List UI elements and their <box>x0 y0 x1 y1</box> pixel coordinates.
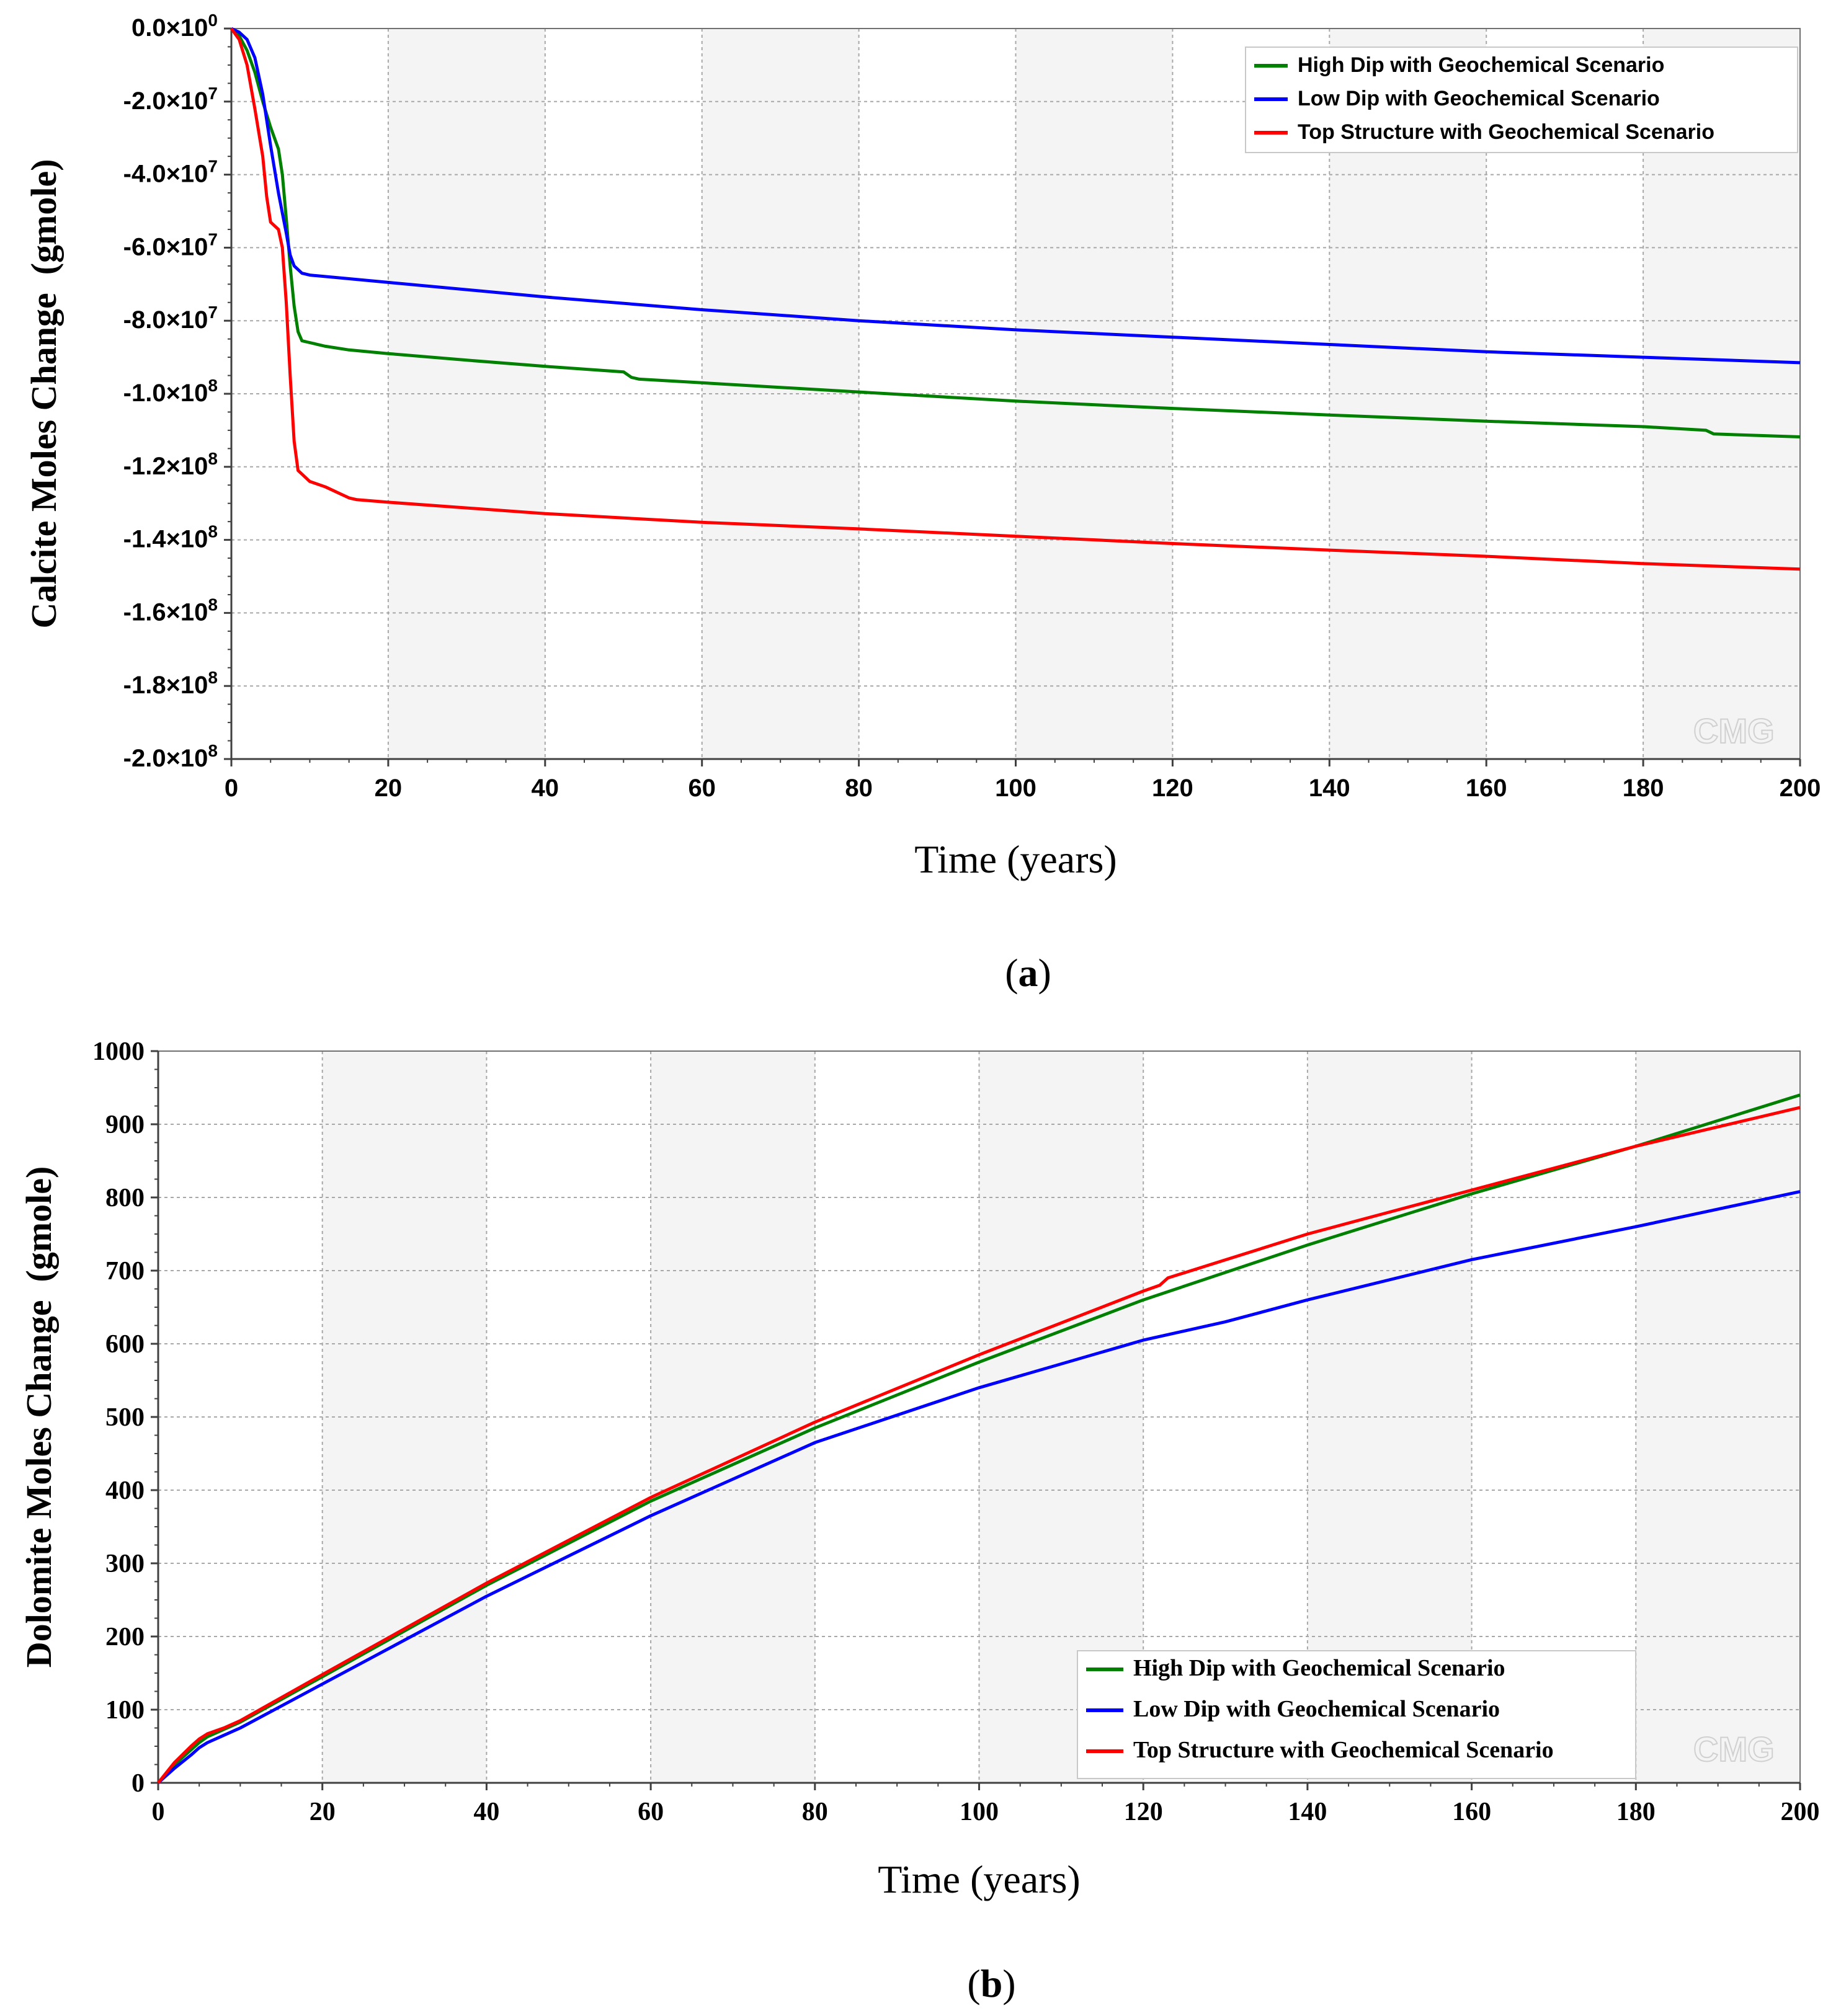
x-tick-label: 40 <box>532 775 559 802</box>
y-tick-mantissa: -2.0×10 <box>123 745 208 772</box>
x-tick-label: 0 <box>152 1798 165 1826</box>
y-tick-mantissa: -4.0×10 <box>123 161 208 188</box>
y-tick-label: -4.0×107 <box>123 157 218 188</box>
legend-label: Top Structure with Geochemical Scenario <box>1133 1737 1554 1763</box>
panel-paren-open: ( <box>967 1961 980 2005</box>
panel-a: 0 20 40 60 80 100 120 140 160 180 2000.0×100-2.0×1… <box>24 11 1821 995</box>
x-tick-label: 60 <box>638 1798 664 1826</box>
x-tick-label: 120 <box>1152 775 1193 802</box>
y-tick-label: -8.0×107 <box>123 303 218 334</box>
x-tick-label: 20 <box>375 775 403 802</box>
x-tick-label: 180 <box>1623 775 1664 802</box>
x-tick-label: 60 <box>688 775 716 802</box>
y-tick-label: 400 <box>105 1476 145 1505</box>
y-tick-mantissa: -1.2×10 <box>123 453 208 480</box>
y-tick-label: -2.0×107 <box>123 84 218 115</box>
x-tick-label: 100 <box>995 775 1036 802</box>
y-tick-label: -1.8×108 <box>123 668 218 699</box>
panel-b: 0 20 40 60 80 100 120 140 160 180 200 0 100 200 300 400… <box>19 1037 1820 2005</box>
y-tick-exponent: 7 <box>208 229 218 249</box>
x-axis-title: Time (years) <box>914 837 1117 881</box>
y-tick-label: 600 <box>105 1330 145 1359</box>
panel-paren-close: ) <box>1002 1961 1015 2005</box>
x-tick-label: 100 <box>960 1798 999 1826</box>
y-tick-mantissa: -1.8×10 <box>123 672 208 699</box>
x-tick-label: 140 <box>1309 775 1350 802</box>
x-axis-title: Time (years) <box>878 1857 1080 1901</box>
y-tick-label: 800 <box>105 1184 145 1212</box>
legend-label: High Dip with Geochemical Scenario <box>1133 1655 1505 1681</box>
series-line-2 <box>157 1106 1801 1784</box>
y-tick-label: 900 <box>105 1111 145 1139</box>
y-tick-exponent: 8 <box>208 741 218 760</box>
series-line-0 <box>157 1093 1801 1784</box>
x-tick-label: 40 <box>473 1798 499 1826</box>
y-axis-title: Dolomite Moles Change (gmole) <box>19 1166 59 1668</box>
y-tick-exponent: 8 <box>208 668 218 687</box>
x-tick-label: 80 <box>845 775 873 802</box>
x-tick-label: 140 <box>1288 1798 1327 1826</box>
legend-label: Low Dip with Geochemical Scenario <box>1133 1696 1500 1722</box>
y-tick-exponent: 8 <box>208 522 218 541</box>
y-tick-exponent: 7 <box>208 303 218 322</box>
y-tick-label: 700 <box>105 1257 145 1286</box>
y-axis-title: Calcite Moles Change (gmole) <box>24 159 64 628</box>
x-tick-label: 160 <box>1466 775 1507 802</box>
y-tick-mantissa: -1.4×10 <box>123 526 208 553</box>
y-tick-exponent: 0 <box>208 11 218 30</box>
y-tick-label: 200 <box>105 1623 145 1651</box>
y-tick-label: -1.2×108 <box>123 449 218 480</box>
series-line-1 <box>157 1190 1801 1784</box>
x-tick-label: 120 <box>1124 1798 1163 1826</box>
x-tick-label: 80 <box>802 1798 828 1826</box>
y-tick-mantissa: -1.0×10 <box>123 380 208 407</box>
y-tick-label: -1.6×108 <box>123 595 218 626</box>
x-tick-label: 200 <box>1781 1798 1820 1826</box>
panel-letter: a <box>1019 951 1038 995</box>
x-tick-label: 20 <box>310 1798 336 1826</box>
y-tick-exponent: 8 <box>208 595 218 614</box>
cmg-watermark: CMG <box>1693 711 1775 750</box>
y-tick-label: 0.0×100 <box>132 11 218 42</box>
y-tick-mantissa: -6.0×10 <box>123 233 208 260</box>
y-tick-label: 500 <box>105 1403 145 1432</box>
y-tick-mantissa: -8.0×10 <box>123 306 208 334</box>
legend-label: Top Structure with Geochemical Scenario <box>1298 120 1714 144</box>
panel-paren-open: ( <box>1005 951 1018 995</box>
legend-label: Low Dip with Geochemical Scenario <box>1298 87 1660 110</box>
y-tick-label: 1000 <box>92 1037 145 1066</box>
x-tick-label: 0 <box>225 775 238 802</box>
panel-paren-close: ) <box>1038 951 1051 995</box>
y-tick-mantissa: -1.6×10 <box>123 598 208 626</box>
legend-box <box>1077 1650 1636 1779</box>
legend-label: High Dip with Geochemical Scenario <box>1298 53 1664 77</box>
panel-label: (a) <box>1005 951 1051 995</box>
series-line-2 <box>230 27 1801 571</box>
y-tick-mantissa: 0.0×10 <box>132 14 208 42</box>
y-tick-label: -1.0×108 <box>123 376 218 407</box>
y-tick-label: -1.4×108 <box>123 522 218 553</box>
series-line-1 <box>230 27 1801 365</box>
y-tick-label: 300 <box>105 1550 145 1578</box>
y-tick-exponent: 8 <box>208 449 218 468</box>
y-tick-exponent: 8 <box>208 376 218 395</box>
y-tick-label: -2.0×108 <box>123 741 218 772</box>
panel-letter: b <box>981 1961 1003 2005</box>
x-tick-label: 160 <box>1452 1798 1491 1826</box>
cmg-watermark: CMG <box>1693 1730 1775 1769</box>
y-tick-label: 100 <box>105 1696 145 1725</box>
y-tick-exponent: 7 <box>208 157 218 176</box>
y-tick-mantissa: -2.0×10 <box>123 87 208 115</box>
y-tick-exponent: 7 <box>208 84 218 103</box>
y-tick-label: 0 <box>132 1769 145 1798</box>
legend-box <box>1245 47 1798 153</box>
x-tick-label: 180 <box>1616 1798 1656 1826</box>
y-tick-label: -6.0×107 <box>123 229 218 260</box>
panel-label: (b) <box>967 1961 1015 2005</box>
series-line-0 <box>230 27 1801 438</box>
x-tick-label: 200 <box>1780 775 1821 802</box>
